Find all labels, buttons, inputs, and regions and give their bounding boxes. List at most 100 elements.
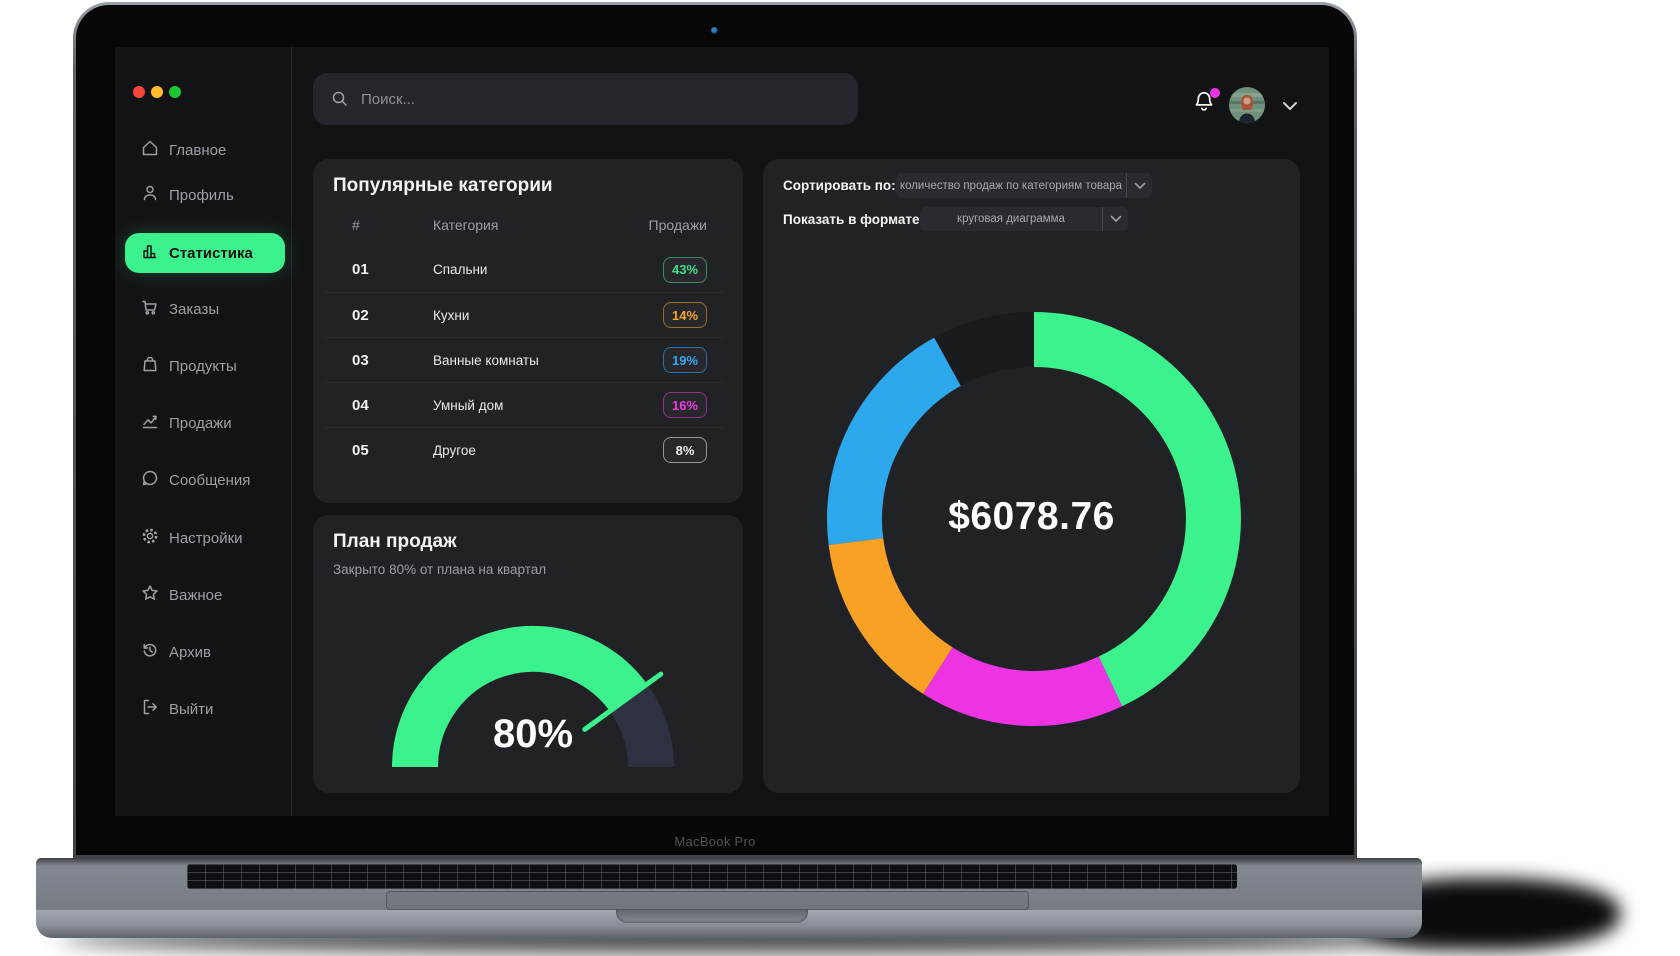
close-button[interactable] [133,86,145,98]
table-header: # Категория Продажи [313,211,743,239]
sidebar-item-label: Сообщения [169,471,251,489]
row-category: Кухни [433,307,470,323]
sidebar-item-orders[interactable]: Заказы [125,292,285,326]
user-avatar[interactable] [1229,87,1265,123]
table-row: 04 Умный дом 16% [325,382,723,427]
sales-badge: 8% [663,437,707,463]
notifications-button[interactable] [1191,88,1221,119]
chevron-down-icon [1126,173,1152,198]
sort-by-label: Сортировать по: [783,178,896,193]
zoom-button[interactable] [169,86,181,98]
sales-badge: 16% [663,392,707,418]
bag-icon [140,354,160,378]
lid-notch [616,910,808,923]
logout-icon [140,697,160,721]
bell-icon [1195,91,1213,111]
notification-dot [1210,88,1220,98]
select-value: круговая диаграмма [957,213,1065,225]
sales-donut-chart [826,312,1241,726]
sidebar-item-label: Продукты [169,357,237,375]
sidebar-item-products[interactable]: Продукты [125,349,285,383]
gear-icon [140,526,160,550]
gauge-value-label: 80% [492,712,574,756]
sidebar-item-label: Продажи [169,414,232,432]
chevron-down-icon [1283,102,1297,110]
header-sales: Продажи [648,217,707,233]
sidebar-item-statistics[interactable]: Статистика [125,233,285,273]
sidebar-item-archive[interactable]: Архив [125,635,285,669]
sales-badge: 43% [663,256,707,283]
table-row: 03 Ванные комнаты 19% [325,337,723,382]
webcam-dot [711,27,718,34]
card-title: Популярные категории [333,175,553,196]
search-icon [331,90,349,108]
hinge-shade [36,858,1422,866]
sales-plan-card: План продаж Закрыто 80% от плана на квар… [313,515,743,793]
format-select[interactable]: круговая диаграмма [920,207,1128,231]
row-number: 02 [352,306,369,324]
chat-icon [140,468,160,492]
row-number: 05 [352,441,369,459]
laptop-trackpad [386,891,1029,910]
sidebar: Главное Профиль Статистика Заказы [115,47,292,816]
plan-gauge-chart [392,625,674,768]
sidebar-item-home[interactable]: Главное [125,133,285,167]
device-label: MacBook Pro [674,834,756,849]
avatar-photo [1229,87,1265,123]
minimize-button[interactable] [151,86,163,98]
popular-categories-card: Популярные категории # Категория Продажи… [313,159,743,503]
row-category: Умный дом [433,397,504,413]
sort-by-select[interactable]: количество продаж по категориям товара [896,173,1152,198]
chevron-down-icon [1102,207,1128,231]
sidebar-item-label: Настройки [169,529,243,547]
cart-icon [140,297,160,321]
sidebar-item-label: Статистика [169,244,253,262]
sidebar-item-label: Заказы [169,300,220,318]
sales-badge: 19% [663,347,707,373]
sidebar-item-messages[interactable]: Сообщения [125,463,285,497]
user-menu-chevron[interactable] [1277,96,1303,116]
sidebar-item-settings[interactable]: Настройки [125,521,285,555]
sidebar-item-logout[interactable]: Выйти [125,692,285,726]
table-row: 05 Другое 8% [325,427,723,472]
laptop-body [36,858,1422,938]
header-number: # [352,217,360,233]
sidebar-item-profile[interactable]: Профиль [125,178,285,212]
chart-bar-icon [140,241,160,265]
row-number: 04 [352,396,369,414]
row-category: Другое [433,442,476,458]
sidebar-item-label: Главное [169,141,227,159]
sidebar-item-label: Профиль [169,186,234,204]
window-controls [133,86,181,98]
chart-panel-card: Сортировать по: количество продаж по кат… [763,159,1300,793]
sidebar-item-label: Важное [169,586,223,604]
search-bar [313,73,858,125]
history-icon [140,640,160,664]
plan-subtitle: Закрыто 80% от плана на квартал [333,562,547,577]
row-category: Спальни [433,262,488,277]
table-row: 01 Спальни 43% [325,247,723,292]
search-input[interactable] [359,89,840,109]
sidebar-item-starred[interactable]: Важное [125,578,285,612]
row-category: Ванные комнаты [433,352,539,368]
dashboard-app: Главное Профиль Статистика Заказы [115,47,1329,816]
card-title: План продаж [333,531,457,552]
donut-total-label: $6078.76 [948,495,1115,538]
laptop-bezel: Главное Профиль Статистика Заказы [76,5,1354,855]
categories-table: 01 Спальни 43% 02 Кухни 14% 03 Ванные ко… [325,247,723,472]
row-number: 03 [352,351,369,369]
laptop-screen: Главное Профиль Статистика Заказы [73,2,1357,858]
laptop-front-edge [36,910,1422,938]
sidebar-item-label: Архив [169,643,212,661]
star-icon [140,583,160,607]
home-icon [140,138,160,162]
laptop-keyboard [187,864,1237,889]
sidebar-item-label: Выйти [169,700,214,718]
format-label: Показать в формате: [783,212,925,227]
table-row: 02 Кухни 14% [325,292,723,337]
select-value: количество продаж по категориям товара [899,179,1123,192]
line-chart-icon [140,411,160,435]
row-number: 01 [352,261,369,278]
sidebar-item-sales[interactable]: Продажи [125,406,285,440]
